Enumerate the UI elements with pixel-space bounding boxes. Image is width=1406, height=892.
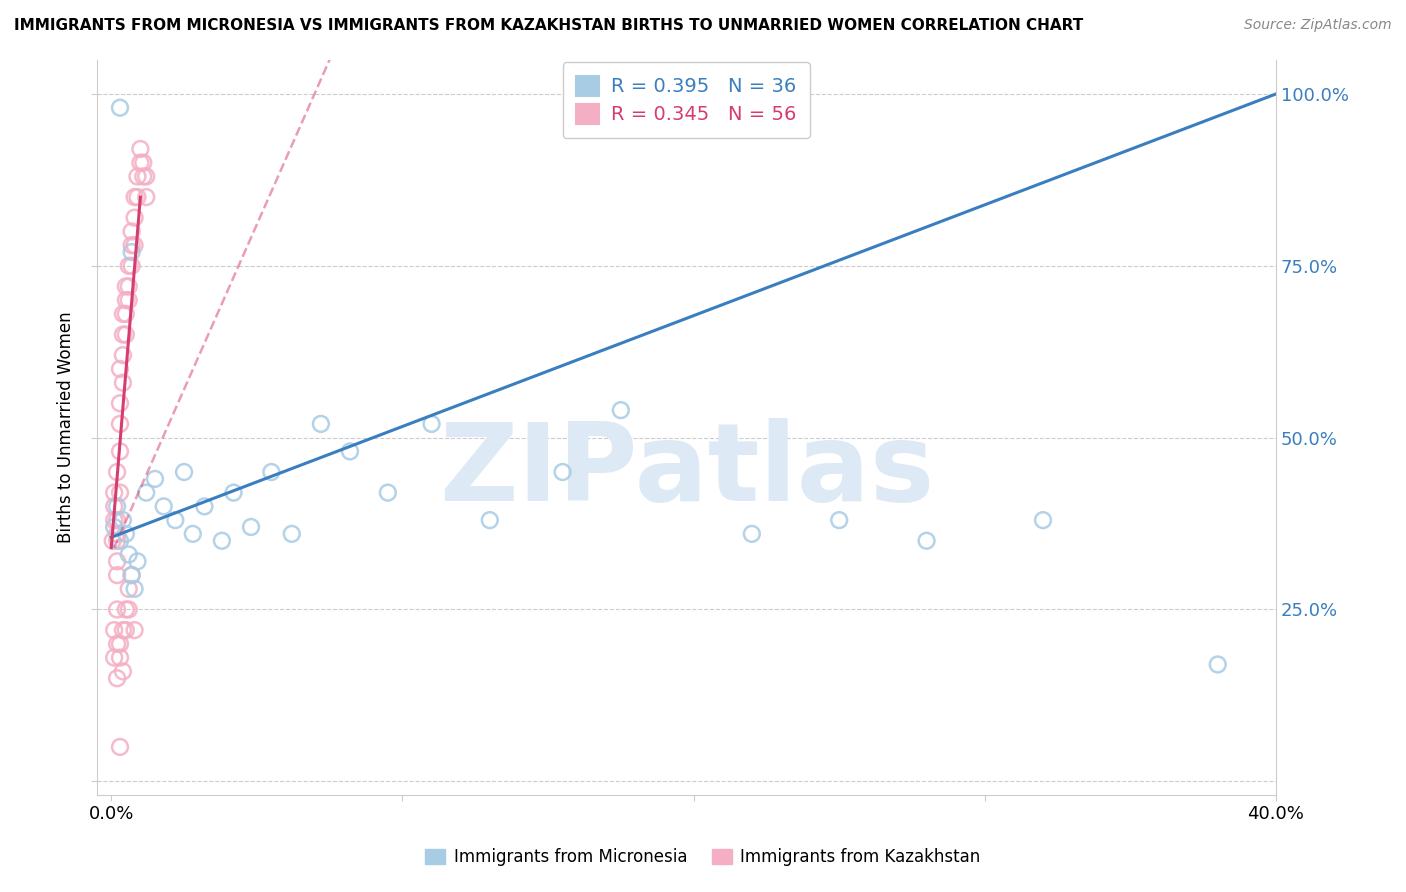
Point <box>114 279 136 293</box>
Point <box>103 520 125 534</box>
Point <box>132 169 155 184</box>
Point <box>118 582 141 596</box>
Point <box>173 465 195 479</box>
Point <box>135 190 157 204</box>
Point <box>377 485 399 500</box>
Point <box>420 417 443 431</box>
Point <box>114 527 136 541</box>
Point <box>193 500 215 514</box>
Point <box>124 211 146 225</box>
Point <box>105 465 128 479</box>
Point <box>309 417 332 431</box>
Point <box>105 637 128 651</box>
Point <box>114 602 136 616</box>
Point <box>103 485 125 500</box>
Point <box>105 527 128 541</box>
Point <box>124 238 146 252</box>
Point <box>260 465 283 479</box>
Point <box>105 513 128 527</box>
Point <box>143 472 166 486</box>
Point <box>222 485 245 500</box>
Point <box>124 190 146 204</box>
Point <box>127 169 149 184</box>
Point <box>132 155 155 169</box>
Point <box>281 527 304 541</box>
Point <box>111 307 134 321</box>
Point <box>165 513 187 527</box>
Point <box>129 155 152 169</box>
Point <box>121 245 143 260</box>
Point <box>551 465 574 479</box>
Point <box>111 665 134 679</box>
Point <box>124 623 146 637</box>
Point <box>610 403 633 417</box>
Point <box>108 485 131 500</box>
Point <box>121 568 143 582</box>
Point <box>108 533 131 548</box>
Point <box>478 513 501 527</box>
Point <box>339 444 361 458</box>
Point <box>108 739 131 754</box>
Point <box>108 396 131 410</box>
Point <box>121 259 143 273</box>
Point <box>1032 513 1054 527</box>
Point <box>152 500 174 514</box>
Point <box>105 554 128 568</box>
Text: ZIPatlas: ZIPatlas <box>439 418 934 524</box>
Point <box>111 327 134 342</box>
Point <box>127 190 149 204</box>
Point <box>103 513 125 527</box>
Point <box>108 417 131 431</box>
Point <box>114 293 136 308</box>
Point <box>118 293 141 308</box>
Point <box>111 623 134 637</box>
Point <box>118 259 141 273</box>
Point <box>211 533 233 548</box>
Point <box>108 444 131 458</box>
Point <box>103 500 125 514</box>
Point <box>105 568 128 582</box>
Point <box>240 520 263 534</box>
Point <box>181 527 204 541</box>
Point <box>105 671 128 685</box>
Point <box>118 279 141 293</box>
Point <box>103 623 125 637</box>
Point <box>741 527 763 541</box>
Point <box>108 101 131 115</box>
Point <box>129 142 152 156</box>
Point <box>105 500 128 514</box>
Point <box>114 327 136 342</box>
Point <box>828 513 851 527</box>
Point <box>121 238 143 252</box>
Point <box>101 533 124 548</box>
Point <box>915 533 938 548</box>
Point <box>111 376 134 390</box>
Point <box>108 650 131 665</box>
Point <box>114 307 136 321</box>
Point <box>135 485 157 500</box>
Point <box>103 650 125 665</box>
Text: Source: ZipAtlas.com: Source: ZipAtlas.com <box>1244 18 1392 32</box>
Point <box>105 533 128 548</box>
Point <box>118 548 141 562</box>
Point <box>105 602 128 616</box>
Point <box>127 554 149 568</box>
Point <box>108 637 131 651</box>
Point <box>121 568 143 582</box>
Point <box>121 224 143 238</box>
Point <box>135 169 157 184</box>
Point <box>111 513 134 527</box>
Point <box>124 582 146 596</box>
Text: IMMIGRANTS FROM MICRONESIA VS IMMIGRANTS FROM KAZAKHSTAN BIRTHS TO UNMARRIED WOM: IMMIGRANTS FROM MICRONESIA VS IMMIGRANTS… <box>14 18 1083 33</box>
Point <box>114 623 136 637</box>
Point <box>108 362 131 376</box>
Legend: Immigrants from Micronesia, Immigrants from Kazakhstan: Immigrants from Micronesia, Immigrants f… <box>418 840 988 875</box>
Y-axis label: Births to Unmarried Women: Births to Unmarried Women <box>58 311 75 543</box>
Point <box>1206 657 1229 672</box>
Point <box>111 348 134 362</box>
Point <box>118 602 141 616</box>
Legend: R = 0.395   N = 36, R = 0.345   N = 56: R = 0.395 N = 36, R = 0.345 N = 56 <box>562 62 810 138</box>
